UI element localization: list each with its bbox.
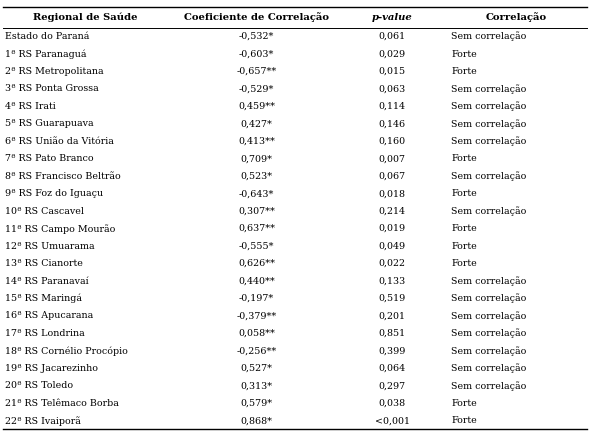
- Text: p-value: p-value: [372, 13, 413, 22]
- Text: 0,007: 0,007: [379, 154, 406, 163]
- Text: <0,001: <0,001: [375, 416, 410, 425]
- Text: Sem correlação: Sem correlação: [451, 328, 527, 338]
- Text: 4ª RS Irati: 4ª RS Irati: [5, 102, 55, 111]
- Text: Coeficiente de Correlação: Coeficiente de Correlação: [184, 12, 329, 22]
- Text: Sem correlação: Sem correlação: [451, 119, 527, 129]
- Text: 18ª RS Cornélio Procópio: 18ª RS Cornélio Procópio: [5, 346, 127, 355]
- Text: 21ª RS Telêmaco Borba: 21ª RS Telêmaco Borba: [5, 399, 119, 408]
- Text: -0,532*: -0,532*: [239, 32, 274, 41]
- Text: 0,067: 0,067: [379, 172, 406, 181]
- Text: -0,643*: -0,643*: [239, 189, 274, 198]
- Text: 0,459**: 0,459**: [238, 102, 275, 111]
- Text: 3ª RS Ponta Grossa: 3ª RS Ponta Grossa: [5, 84, 99, 93]
- Text: 0,307**: 0,307**: [238, 207, 275, 216]
- Text: 17ª RS Londrina: 17ª RS Londrina: [5, 329, 84, 338]
- Text: Sem correlação: Sem correlação: [451, 137, 527, 146]
- Text: 0,049: 0,049: [379, 242, 406, 251]
- Text: 0,146: 0,146: [379, 119, 406, 128]
- Text: Sem correlação: Sem correlação: [451, 276, 527, 286]
- Text: Sem correlação: Sem correlação: [451, 171, 527, 181]
- Text: Sem correlação: Sem correlação: [451, 32, 527, 42]
- Text: 0,019: 0,019: [379, 224, 406, 233]
- Text: 0,527*: 0,527*: [241, 364, 273, 373]
- Text: Forte: Forte: [451, 259, 477, 268]
- Text: Sem correlação: Sem correlação: [451, 84, 527, 94]
- Text: 16ª RS Apucarana: 16ª RS Apucarana: [5, 312, 93, 320]
- Text: 10ª RS Cascavel: 10ª RS Cascavel: [5, 207, 84, 216]
- Text: -0,555*: -0,555*: [239, 242, 274, 251]
- Text: 8ª RS Francisco Beltrão: 8ª RS Francisco Beltrão: [5, 172, 120, 181]
- Text: Sem correlação: Sem correlação: [451, 311, 527, 321]
- Text: Forte: Forte: [451, 67, 477, 76]
- Text: Sem correlação: Sem correlação: [451, 363, 527, 373]
- Text: 0,851: 0,851: [379, 329, 406, 338]
- Text: -0,529*: -0,529*: [239, 84, 274, 93]
- Text: 2ª RS Metropolitana: 2ª RS Metropolitana: [5, 67, 103, 76]
- Text: 0,399: 0,399: [379, 347, 406, 355]
- Text: 0,064: 0,064: [379, 364, 406, 373]
- Text: Forte: Forte: [451, 224, 477, 233]
- Text: 14ª RS Paranavaí: 14ª RS Paranavaí: [5, 277, 88, 286]
- Text: 0,637**: 0,637**: [238, 224, 275, 233]
- Text: Correlação: Correlação: [486, 12, 547, 22]
- Text: 0,015: 0,015: [379, 67, 406, 76]
- Text: 0,201: 0,201: [379, 312, 406, 320]
- Text: 0,626**: 0,626**: [238, 259, 275, 268]
- Text: 9ª RS Foz do Iguaçu: 9ª RS Foz do Iguaçu: [5, 189, 103, 198]
- Text: 20ª RS Toledo: 20ª RS Toledo: [5, 381, 73, 390]
- Text: Sem correlação: Sem correlação: [451, 206, 527, 216]
- Text: 0,579*: 0,579*: [241, 399, 273, 408]
- Text: Sem correlação: Sem correlação: [451, 102, 527, 111]
- Text: -0,256**: -0,256**: [237, 347, 277, 355]
- Text: -0,603*: -0,603*: [239, 50, 274, 58]
- Text: Forte: Forte: [451, 154, 477, 163]
- Text: 13ª RS Cianorte: 13ª RS Cianorte: [5, 259, 83, 268]
- Text: 12ª RS Umuarama: 12ª RS Umuarama: [5, 242, 94, 251]
- Text: Forte: Forte: [451, 50, 477, 58]
- Text: Forte: Forte: [451, 242, 477, 251]
- Text: 7ª RS Pato Branco: 7ª RS Pato Branco: [5, 154, 93, 163]
- Text: 1ª RS Paranaguá: 1ª RS Paranaguá: [5, 50, 86, 59]
- Text: -0,657**: -0,657**: [237, 67, 277, 76]
- Text: Regional de Saúde: Regional de Saúde: [33, 12, 138, 22]
- Text: 0,440**: 0,440**: [238, 277, 275, 286]
- Text: 5ª RS Guarapuava: 5ª RS Guarapuava: [5, 119, 93, 128]
- Text: 0,018: 0,018: [379, 189, 406, 198]
- Text: 0,523*: 0,523*: [241, 172, 273, 181]
- Text: Forte: Forte: [451, 189, 477, 198]
- Text: 0,427*: 0,427*: [241, 119, 273, 128]
- Text: 22ª RS Ivaiporã: 22ª RS Ivaiporã: [5, 416, 81, 426]
- Text: Sem correlação: Sem correlação: [451, 346, 527, 356]
- Text: Sem correlação: Sem correlação: [451, 381, 527, 391]
- Text: Forte: Forte: [451, 416, 477, 425]
- Text: 0,313*: 0,313*: [241, 381, 273, 390]
- Text: 0,038: 0,038: [379, 399, 406, 408]
- Text: -0,197*: -0,197*: [239, 294, 274, 303]
- Text: 6ª RS União da Vitória: 6ª RS União da Vitória: [5, 137, 114, 146]
- Text: 0,029: 0,029: [379, 50, 406, 58]
- Text: 0,133: 0,133: [379, 277, 406, 286]
- Text: 0,868*: 0,868*: [241, 416, 273, 425]
- Text: Estado do Paraná: Estado do Paraná: [5, 32, 89, 41]
- Text: 0,058**: 0,058**: [238, 329, 275, 338]
- Text: 0,063: 0,063: [379, 84, 406, 93]
- Text: 0,114: 0,114: [379, 102, 406, 111]
- Text: 0,519: 0,519: [379, 294, 406, 303]
- Text: 0,061: 0,061: [379, 32, 406, 41]
- Text: 0,413**: 0,413**: [238, 137, 275, 146]
- Text: 0,022: 0,022: [379, 259, 406, 268]
- Text: Sem correlação: Sem correlação: [451, 293, 527, 303]
- Text: 0,709*: 0,709*: [241, 154, 273, 163]
- Text: 0,297: 0,297: [379, 381, 406, 390]
- Text: 15ª RS Maringá: 15ª RS Maringá: [5, 294, 82, 303]
- Text: 19ª RS Jacarezinho: 19ª RS Jacarezinho: [5, 364, 98, 373]
- Text: 0,214: 0,214: [379, 207, 406, 216]
- Text: 11ª RS Campo Mourão: 11ª RS Campo Mourão: [5, 224, 115, 233]
- Text: -0,379**: -0,379**: [237, 312, 277, 320]
- Text: 0,160: 0,160: [379, 137, 406, 146]
- Text: Forte: Forte: [451, 399, 477, 408]
